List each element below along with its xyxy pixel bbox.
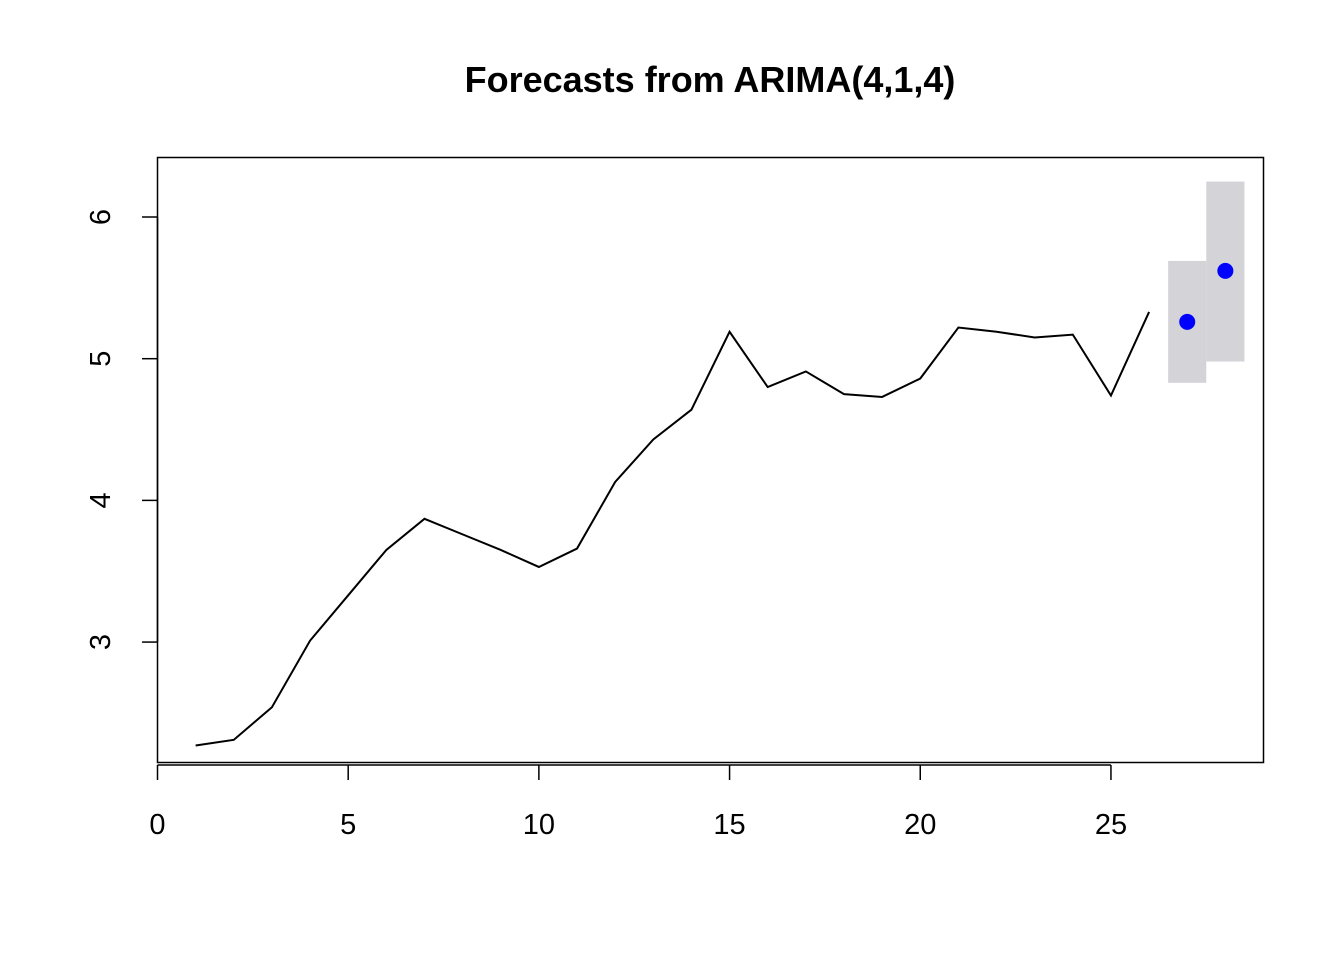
y-axis: 3 4 5 6 [85,209,159,650]
y-tick-label: 5 [85,351,117,367]
x-tick-label: 25 [1095,809,1127,841]
y-tick-label: 6 [85,209,117,225]
x-tick-label: 0 [149,809,165,841]
series-line-1 [195,311,1150,747]
x-tick-label: 15 [713,809,745,841]
prediction-intervals [1168,181,1245,383]
x-tick-label: 20 [904,809,936,841]
forecast-points [1179,262,1234,330]
x-axis: 0 5 10 15 20 25 [149,764,1127,841]
series-layer [195,311,1150,747]
chart-title: Forecasts from ARIMA(4,1,4) [465,59,956,100]
forecast-point-1 [1179,313,1196,330]
forecast-point-2 [1217,262,1234,279]
y-tick-label: 3 [85,634,117,650]
x-tick-label: 5 [340,809,356,841]
plot-frame [156,156,1265,764]
y-tick-label: 4 [85,492,117,508]
x-tick-label: 10 [523,809,555,841]
